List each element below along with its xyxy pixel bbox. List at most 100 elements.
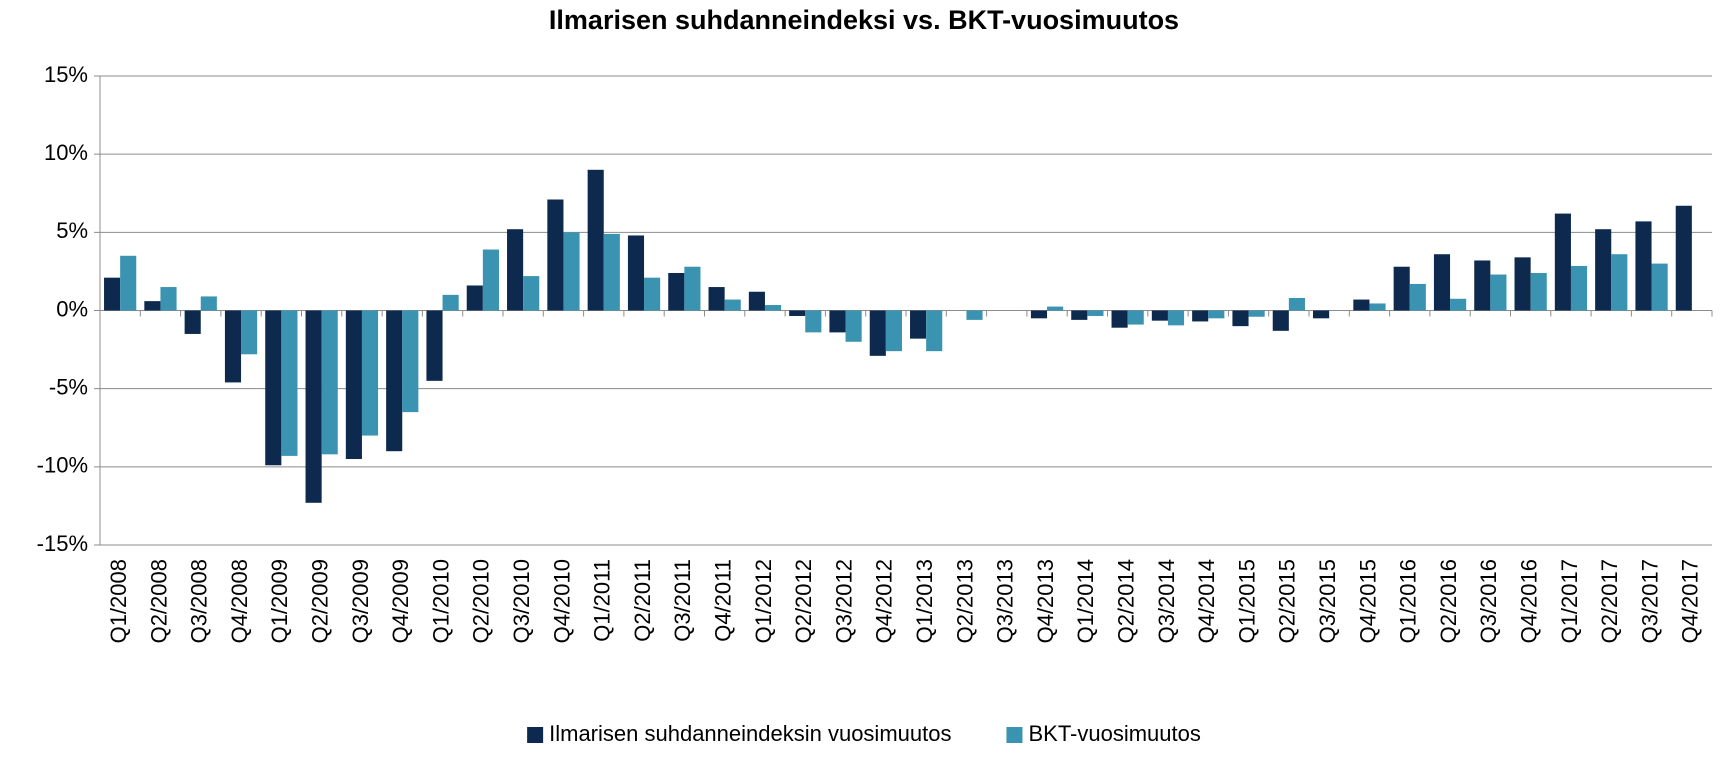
- bar: [426, 310, 443, 381]
- x-tick-label: Q3/2017: [1637, 559, 1662, 643]
- bar: [184, 310, 201, 334]
- bar: [885, 310, 902, 352]
- bar: [926, 310, 943, 352]
- bar: [910, 310, 927, 339]
- bar: [345, 310, 362, 460]
- bar: [829, 310, 846, 333]
- bar: [587, 169, 604, 311]
- bar: [361, 310, 379, 436]
- bar: [1111, 310, 1128, 328]
- bar: [1127, 310, 1144, 325]
- legend-swatch: [527, 727, 544, 743]
- bar: [1192, 310, 1209, 322]
- bar: [603, 233, 620, 311]
- x-tick-label: Q3/2015: [1315, 559, 1340, 643]
- bar: [386, 310, 403, 452]
- bar: [466, 285, 483, 311]
- bar: [1611, 254, 1628, 311]
- y-tick-label: -15%: [37, 531, 88, 556]
- bar: [1167, 310, 1185, 326]
- bar: [789, 310, 806, 316]
- bar: [144, 301, 161, 311]
- bar: [265, 310, 282, 466]
- bar: [1248, 310, 1265, 317]
- bar: [1651, 263, 1668, 311]
- bar: [708, 287, 725, 311]
- bar: [1087, 310, 1104, 316]
- x-tick-label: Q2/2009: [307, 559, 332, 643]
- bar: [1151, 310, 1168, 321]
- bar: [120, 255, 137, 311]
- bar: [523, 276, 540, 311]
- bar: [1071, 310, 1088, 320]
- bar: [1272, 310, 1289, 331]
- bar: [160, 287, 177, 311]
- bar: [805, 310, 822, 333]
- bar: [1530, 272, 1547, 311]
- bar: [1554, 213, 1571, 311]
- bar: [1313, 310, 1330, 319]
- x-tick-label: Q3/2010: [509, 559, 534, 643]
- bar: [1635, 221, 1652, 311]
- bar: [1353, 299, 1370, 311]
- bar: [224, 310, 242, 383]
- x-tick-label: Q4/2017: [1678, 559, 1703, 643]
- x-tick-label: Q1/2008: [106, 559, 131, 643]
- x-tick-label: Q3/2008: [187, 559, 212, 643]
- x-tick-label: Q1/2015: [1234, 559, 1259, 643]
- bar: [241, 310, 258, 355]
- bar: [627, 235, 645, 311]
- bar: [482, 249, 499, 311]
- bar: [1208, 310, 1225, 319]
- x-tick-label: Q3/2016: [1476, 559, 1501, 643]
- bar: [668, 272, 685, 311]
- x-tick-label: Q2/2010: [469, 559, 494, 643]
- x-tick-label: Q3/2014: [1154, 559, 1179, 643]
- x-tick-label: Q3/2012: [831, 559, 856, 643]
- bar: [748, 291, 765, 311]
- legend-label: Ilmarisen suhdanneindeksin vuosimuutos: [549, 721, 951, 746]
- x-tick-label: Q2/2016: [1436, 559, 1461, 643]
- bar: [644, 277, 661, 311]
- bar: [321, 310, 338, 455]
- x-tick-label: Q1/2017: [1557, 559, 1582, 643]
- bar: [845, 310, 862, 342]
- bar: [402, 310, 419, 413]
- bar: [1570, 265, 1588, 311]
- x-tick-label: Q3/2011: [670, 559, 695, 642]
- x-tick-label: Q1/2010: [428, 559, 453, 643]
- bar: [1433, 254, 1451, 311]
- bar: [1514, 257, 1531, 311]
- x-tick-label: Q4/2015: [1355, 559, 1380, 643]
- y-tick-label: -10%: [37, 453, 88, 478]
- bar: [1409, 283, 1426, 311]
- bar: [507, 229, 524, 311]
- bar: [104, 277, 121, 311]
- legend-label: BKT-vuosimuutos: [1028, 721, 1200, 746]
- x-tick-label: Q4/2016: [1516, 559, 1541, 643]
- x-tick-label: Q1/2011: [590, 559, 615, 642]
- legend-swatch: [1006, 727, 1023, 743]
- y-tick-label: 10%: [44, 140, 88, 165]
- x-tick-label: Q4/2010: [549, 559, 574, 643]
- x-tick-label: Q4/2011: [710, 559, 735, 642]
- bar: [200, 296, 217, 311]
- x-tick-label: Q2/2015: [1275, 559, 1300, 643]
- bar: [1369, 303, 1386, 311]
- bar: [442, 294, 459, 311]
- x-tick-label: Q2/2008: [146, 559, 171, 643]
- bar: [684, 266, 701, 311]
- x-tick-label: Q3/2009: [348, 559, 373, 643]
- bar: [1474, 260, 1491, 311]
- bar: [724, 299, 741, 311]
- x-tick-label: Q1/2016: [1396, 559, 1421, 643]
- bar: [869, 310, 886, 356]
- bar: [966, 310, 983, 320]
- y-tick-label: 0%: [56, 296, 88, 321]
- bar: [1450, 298, 1467, 311]
- bar: [764, 305, 782, 311]
- x-tick-label: Q1/2012: [751, 559, 776, 643]
- x-tick-label: Q2/2013: [952, 559, 977, 643]
- x-tick-label: Q4/2013: [1033, 559, 1058, 643]
